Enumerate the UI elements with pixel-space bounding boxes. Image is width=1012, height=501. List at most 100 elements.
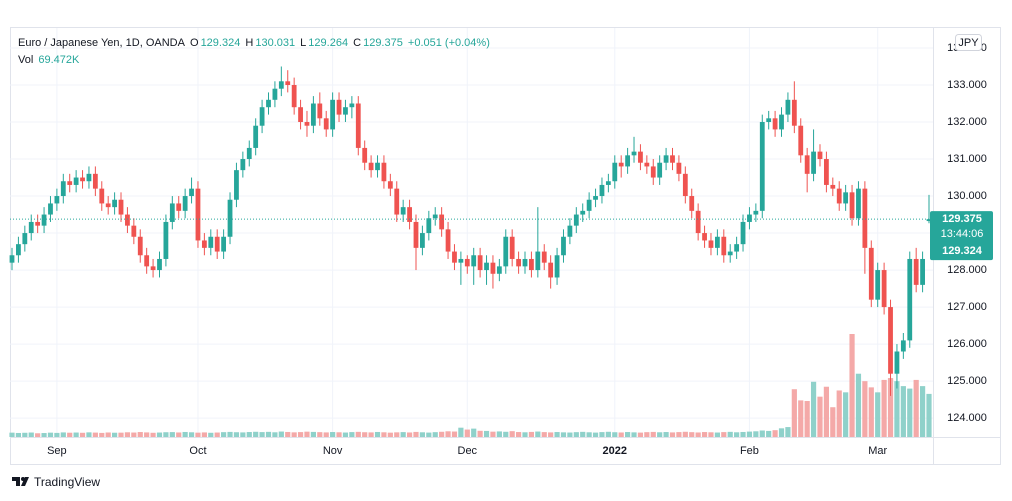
candle-body (676, 162, 682, 174)
candle-body (112, 199, 118, 208)
candle-body (888, 307, 893, 374)
candle-body (137, 236, 143, 256)
volume-bar (176, 432, 182, 437)
candle-body (464, 258, 470, 267)
candle-body (747, 214, 752, 222)
candle-body (920, 258, 925, 285)
volume-bar (554, 432, 560, 437)
brand[interactable]: TradingView (12, 475, 100, 489)
candle-body (535, 251, 541, 271)
candle-body (804, 155, 810, 174)
candle-body (823, 159, 829, 185)
volume-bar (483, 430, 490, 437)
candle-body (522, 258, 528, 267)
candle-body (625, 155, 631, 167)
volume-bar (451, 431, 458, 437)
price-tag-last: 129.375 (942, 213, 982, 225)
candle-body (573, 214, 579, 226)
volume-bar (612, 432, 618, 437)
volume-bar (368, 432, 374, 437)
candle-body (529, 258, 534, 271)
volume-bar (400, 432, 406, 437)
currency-button-box[interactable] (955, 34, 982, 51)
ohlc-label: H (245, 37, 254, 49)
volume-bar (47, 432, 54, 437)
volume-bar (477, 430, 483, 437)
volume-bar (548, 432, 554, 437)
volume-value: 69.472K (38, 54, 80, 66)
volume-bar (112, 432, 118, 437)
volume-bar (798, 400, 804, 437)
brand-logo[interactable] (12, 477, 29, 486)
volume-bar (163, 432, 169, 437)
brand-logo-dot[interactable] (21, 477, 25, 481)
volume-bar (265, 431, 272, 437)
ohlc-value: 129.264 (308, 37, 349, 49)
candle-body (445, 229, 451, 252)
candle-body (394, 188, 400, 215)
volume-bar (785, 427, 791, 437)
candle-body (22, 233, 28, 245)
volume-bar (156, 432, 163, 437)
candle-body (214, 236, 220, 252)
candle-body (702, 233, 707, 241)
volume-bar (650, 431, 656, 437)
volume-bar (60, 432, 66, 437)
volume-bar (188, 432, 195, 437)
volume-bar (35, 433, 41, 437)
y-tick-label: 124.000 (947, 412, 987, 424)
volume-bar (926, 393, 932, 437)
candle-body (708, 240, 714, 248)
volume-bar (727, 431, 733, 437)
candle-body (105, 203, 111, 208)
volume-bar (323, 432, 329, 437)
candle-body (227, 199, 233, 237)
volume-bar (913, 379, 919, 437)
volume-bar (105, 432, 111, 437)
volume-bar (15, 432, 22, 437)
brand-name[interactable]: TradingView (34, 475, 100, 489)
volume-bar (766, 430, 772, 437)
x-tick-label: Sep (47, 445, 67, 457)
candle-body (759, 122, 765, 211)
volume-bar (297, 432, 304, 437)
candle-body (310, 103, 316, 126)
volume-bar (830, 407, 836, 437)
volume-bar (304, 431, 310, 437)
candle-body (721, 236, 727, 256)
volume-bar (253, 431, 259, 437)
candle-body (182, 196, 188, 211)
y-tick-label: 126.000 (947, 338, 987, 350)
candle-body (541, 251, 547, 263)
volume-bar (669, 432, 676, 437)
currency-button[interactable]: JPY (955, 34, 982, 51)
candle-body (291, 85, 297, 108)
volume-bar (214, 432, 220, 437)
volume-bar (144, 432, 150, 437)
candle-body (503, 236, 509, 267)
candle-body (330, 99, 336, 130)
volume-bar (535, 431, 541, 437)
candle-body (48, 203, 53, 215)
volume-bar (759, 430, 765, 437)
candle-body (387, 181, 393, 189)
candle-body (843, 192, 849, 204)
candle-body (913, 258, 919, 285)
candle-body (298, 107, 303, 123)
legend: Euro / Japanese Yen, 1D, OANDA O 129.324 … (18, 35, 492, 69)
candle-body (682, 173, 688, 197)
volume-bar (291, 432, 297, 437)
currency-button-label[interactable]: JPY (958, 37, 979, 49)
candle-body (811, 151, 816, 174)
volume-bar (855, 373, 862, 437)
volume-bar (657, 432, 663, 437)
candle-body (246, 147, 252, 160)
volume-bar (41, 433, 47, 437)
candle-body (157, 258, 162, 271)
candle-body (240, 159, 246, 171)
volume-bar (714, 432, 720, 437)
volume-bar (689, 432, 695, 437)
volume-bar (426, 432, 432, 437)
candle-body (580, 210, 586, 215)
